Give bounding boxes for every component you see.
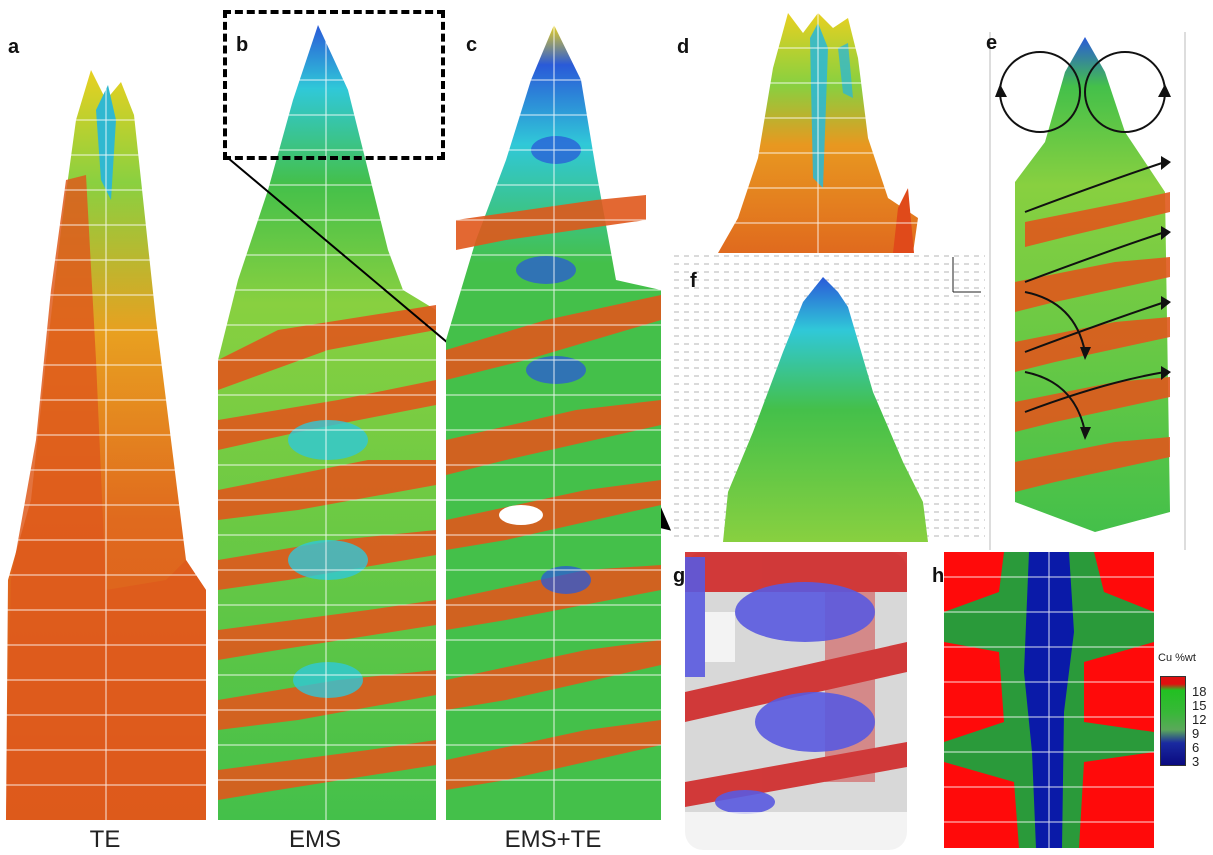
helix-bands-b [218,305,436,800]
panel-b-label: b [236,34,249,56]
panel-e-label: e [986,32,998,54]
dendrite-render-ems-te [446,20,661,820]
legend-title: Cu %wt [1158,652,1196,664]
grid-lines-h [944,552,1154,848]
panel-f-flow-field [673,252,985,542]
helix-bands-e [1015,192,1170,492]
axis-indicator [952,257,981,293]
dendrite-render-te [6,60,211,820]
legend-tick-12: 12 [1192,712,1207,727]
dendrite-render-ems [218,20,436,820]
panel-g-label: g [673,565,686,587]
legend-tick-15: 15 [1192,698,1207,713]
grid-lines-a [6,60,211,820]
panel-c-ems-te-simulation [446,20,661,820]
legend-tick-3: 3 [1192,754,1200,769]
panel-d-label: d [677,36,690,58]
panel-a-label: a [8,36,20,58]
panel-g-isosurface [685,552,907,850]
panel-d-dendrite-tip [718,8,918,253]
panel-b-caption: EMS [288,826,341,853]
isosurface-render-g [685,552,907,850]
dendrite-flow-render-f [673,252,985,542]
panel-a-caption: TE [89,826,121,853]
arrowheads [995,84,1171,440]
grid-lines-d [718,8,918,253]
cu-concentration-map [944,552,1154,848]
zoom-region-box [223,10,445,160]
grid-lines-b [218,20,436,820]
panel-h-label: h [932,565,945,587]
dendrite-render-d [718,8,918,253]
legend-tick-18: 18 [1192,684,1207,699]
panel-a-te-simulation [6,60,211,820]
dendrite-helix-render-e [989,32,1186,550]
panel-c-label: c [466,34,478,56]
panel-h-concentration-map [944,552,1154,848]
panel-c-caption: EMS+TE [504,826,602,853]
legend-tick-9: 9 [1192,726,1200,741]
panel-f-label: f [690,270,697,292]
panel-b-ems-simulation [218,20,436,820]
legend-color-bar [1160,676,1186,766]
legend-tick-6: 6 [1192,740,1200,755]
panel-e-flow-schematic [985,32,1191,550]
grid-lines-c [446,20,661,820]
